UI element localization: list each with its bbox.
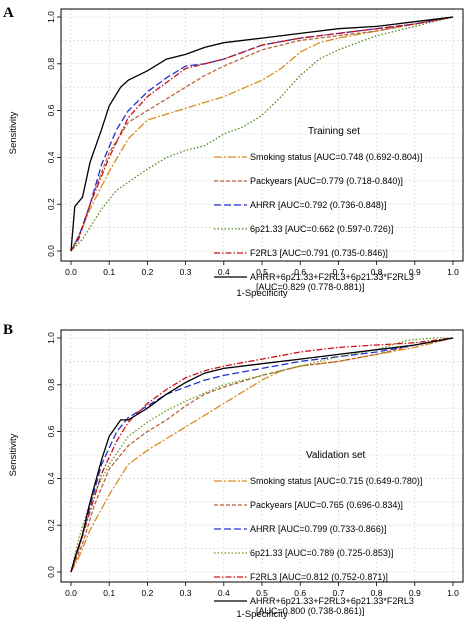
y-tick-label: 0.8 — [46, 379, 56, 391]
x-tick-label: 0.3 — [180, 267, 192, 277]
x-tick-label: 0.8 — [371, 588, 383, 598]
legend-entry-5-line2: [AUC=0.829 (0.778-0.881)] — [256, 282, 364, 292]
series-line-5 — [70, 16, 454, 252]
y-tick-label: 0.6 — [46, 425, 56, 437]
legend-entry-2: AHRR [AUC=0.792 (0.736-0.848)] — [250, 200, 386, 210]
x-tick-label: 0.7 — [332, 588, 344, 598]
legend-entry-5: AHRR+6p21.33+F2RL3+6p21.33*F2RL3 — [250, 272, 414, 282]
x-tick-label: 0.6 — [294, 267, 306, 277]
x-tick-label: 0.6 — [294, 588, 306, 598]
y-tick-label: 0.8 — [46, 58, 56, 70]
legend-entry-4: F2RL3 [AUC=0.791 (0.735-0.846)] — [250, 248, 388, 258]
set-label: Training set — [308, 126, 360, 137]
x-tick-label: 0.8 — [371, 267, 383, 277]
y-tick-label: 0.0 — [46, 245, 56, 257]
y-tick-label: 0.4 — [46, 472, 56, 484]
series-line-1 — [70, 16, 454, 252]
panel-a: A 0.0 0.1 0.2 0.3 0.4 0.5 0.6 0.7 0.8 0.9 1.0 0.0 0.2… — [3, 5, 464, 299]
x-tick-label: 0.5 — [256, 267, 268, 277]
y-tick-label: 0.6 — [46, 104, 56, 116]
x-tick-label: 0.7 — [332, 267, 344, 277]
y-tick-label: 1.0 — [46, 11, 56, 23]
y-axis-label: Sensitivity — [8, 111, 19, 154]
panel-letter: A — [3, 5, 14, 21]
x-tick-label: 0.0 — [65, 588, 77, 598]
legend-entry-5: AHRR+6p21.33+F2RL3+6p21.33*F2RL3 — [250, 596, 414, 606]
x-tick-label: 0.4 — [218, 267, 230, 277]
series-line-4 — [70, 16, 454, 252]
y-tick-label: 0.2 — [46, 198, 56, 210]
series-line-4 — [70, 337, 454, 573]
x-axis-label: 1-Specificity — [236, 288, 287, 299]
gridlines — [61, 9, 463, 261]
legend-entry-1: Packyears [AUC=0.765 (0.696-0.834)] — [250, 500, 403, 510]
legend-entry-0: Smoking status [AUC=0.748 (0.692-0.804)] — [250, 152, 422, 162]
legend-entry-2: AHRR [AUC=0.799 (0.733-0.866)] — [250, 524, 386, 534]
x-axis-label: 1-Specificity — [236, 609, 287, 620]
y-tick-label: 0.2 — [46, 519, 56, 531]
legend: Smoking status [AUC=0.748 (0.692-0.804)]… — [214, 152, 422, 292]
x-tick-label: 0.2 — [141, 588, 153, 598]
y-tick-label: 1.0 — [46, 332, 56, 344]
gridlines — [61, 330, 463, 582]
panel-letter: B — [3, 322, 13, 338]
x-tick-label: 0.2 — [141, 267, 153, 277]
x-tick-label: 0.4 — [218, 588, 230, 598]
x-tick-label: 0.3 — [180, 588, 192, 598]
x-tick-label: 0.9 — [409, 588, 421, 598]
set-label: Validation set — [306, 450, 366, 461]
x-tick-label: 1.0 — [447, 588, 459, 598]
y-axis-label: Sensitivity — [8, 433, 19, 476]
x-tick-label: 0.0 — [65, 267, 77, 277]
series-line-2 — [70, 337, 454, 573]
legend: Smoking status [AUC=0.715 (0.649-0.780)]… — [214, 476, 422, 616]
x-tick-label: 0.1 — [103, 588, 115, 598]
panel-b: B 0.0 0.1 0.2 0.3 0.4 0.5 0.6 0.7 0.8 0.9 1.0 0.0 0.2… — [3, 322, 464, 620]
x-tick-label: 0.5 — [256, 588, 268, 598]
series-line-0 — [70, 16, 454, 252]
x-tick-label: 0.1 — [103, 267, 115, 277]
legend-entry-0: Smoking status [AUC=0.715 (0.649-0.780)] — [250, 476, 422, 486]
legend-entry-3: 6p21.33 [AUC=0.662 (0.597-0.726)] — [250, 224, 393, 234]
series-line-2 — [70, 16, 454, 252]
x-tick-label: 0.9 — [409, 267, 421, 277]
x-tick-label: 1.0 — [447, 267, 459, 277]
legend-entry-5-line2: [AUC=0.800 (0.738-0.861)] — [256, 606, 364, 616]
series-lines — [70, 337, 454, 573]
y-tick-label: 0.0 — [46, 566, 56, 578]
legend-entry-4: F2RL3 [AUC=0.812 (0.752-0.871)] — [250, 572, 388, 582]
legend-entry-1: Packyears [AUC=0.779 (0.718-0.840)] — [250, 176, 403, 186]
series-lines — [70, 16, 454, 252]
series-line-3 — [70, 337, 453, 573]
y-tick-label: 0.4 — [46, 151, 56, 163]
legend-entry-3: 6p21.33 [AUC=0.789 (0.725-0.853)] — [250, 548, 393, 558]
series-line-5 — [70, 337, 454, 573]
